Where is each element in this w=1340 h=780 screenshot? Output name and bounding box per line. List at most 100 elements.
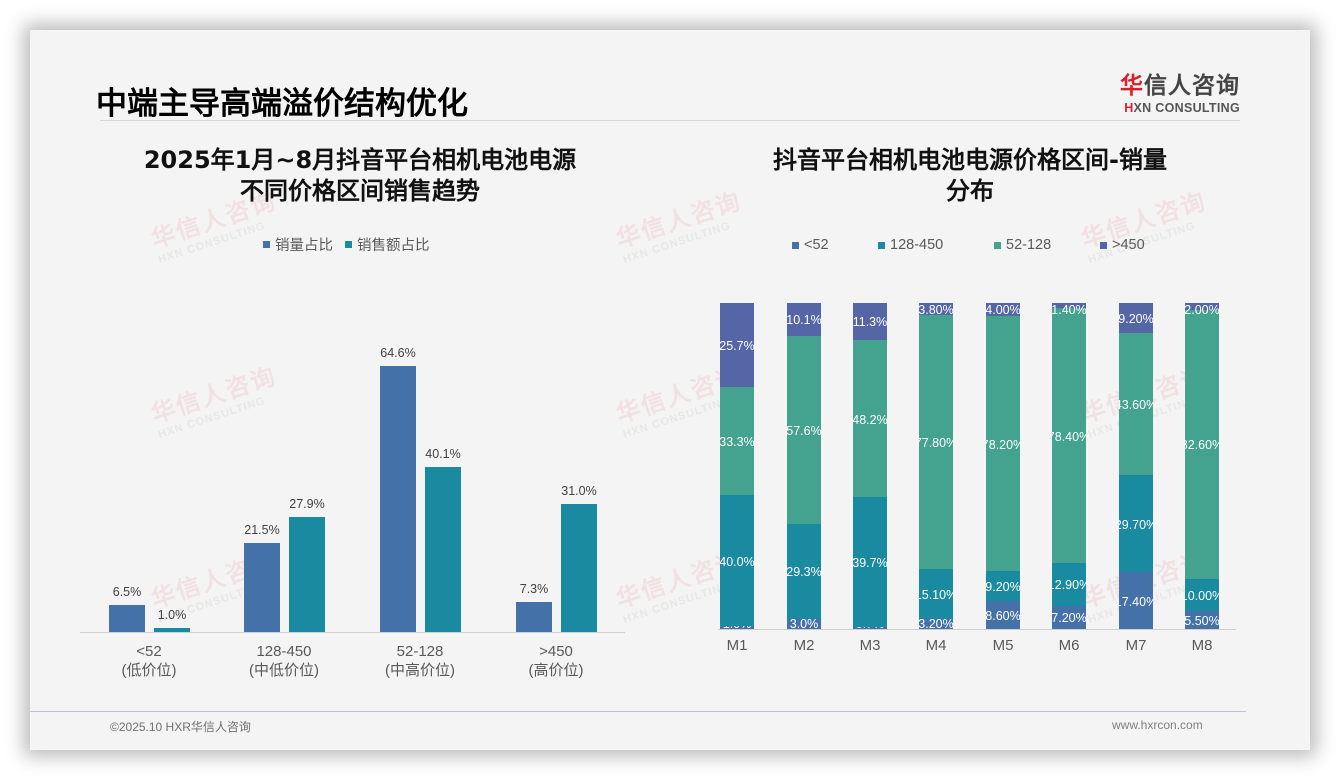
bar-volume-share	[380, 365, 416, 632]
segment-value-label: 82.60%	[1185, 438, 1219, 453]
bar-value-label: 6.5%	[112, 585, 142, 600]
legend-label-sales: 销售额占比	[357, 238, 430, 254]
category-range: 128-450	[256, 643, 312, 660]
bar-volume-share	[109, 605, 145, 632]
segment-value-label: 9.20%	[1119, 312, 1153, 327]
footer-website: www.hxrcon.com	[1112, 718, 1203, 732]
bar-value-label: 7.3%	[519, 581, 549, 596]
bar-sales-share	[289, 517, 325, 632]
category-tier: (中高价位)	[385, 662, 455, 679]
footer-copyright: ©2025.10 HXR华信人咨询	[110, 720, 251, 734]
month-label: M5	[992, 637, 1014, 654]
segment-gt450	[919, 303, 953, 316]
segment-value-label: 12.90%	[1052, 578, 1086, 593]
legend-item-sales: 销售额占比	[345, 234, 430, 255]
bar-value-label: 1.0%	[157, 607, 187, 622]
bar-sales-share	[425, 466, 461, 632]
right-chart-legend: <52 128-450 52-128 >450	[792, 237, 1145, 253]
legend-item-52-128: 52-128	[994, 237, 1100, 253]
segment-value-label: 3.20%	[919, 617, 953, 629]
segment-value-label: 78.20%	[986, 437, 1020, 452]
segment-value-label: 48.2%	[853, 412, 887, 427]
stacked-bar: 8.60% 9.20% 78.20% 4.00%	[986, 303, 1020, 629]
category-tier: (低价位)	[121, 662, 177, 679]
segment-value-label: 29.3%	[787, 565, 821, 580]
segment-52-128	[853, 339, 887, 498]
segment-52-128	[919, 315, 953, 570]
segment-52-128	[1119, 333, 1153, 476]
left-chart-title-line2: 不同价格区间销售趋势	[240, 177, 480, 205]
segment-value-label: 2.00%	[1185, 303, 1219, 317]
bar-volume-share	[244, 543, 280, 632]
segment-lt52	[787, 619, 821, 629]
stacked-bar: 3.20% 15.10% 77.80% 3.80%	[919, 303, 953, 629]
legend-label-volume: 销量占比	[275, 238, 333, 254]
segment-value-label: 9.20%	[986, 579, 1020, 594]
right-chart-title: 抖音平台相机电池电源价格区间-销量 分布	[720, 145, 1220, 207]
logo-accent-char: 华	[1120, 73, 1144, 99]
segment-lt52	[1185, 611, 1219, 629]
category-range: 52-128	[396, 643, 444, 660]
category-label: 52-128 (中高价位)	[360, 642, 480, 680]
category-range: <52	[136, 643, 162, 660]
segment-lt52	[919, 618, 953, 629]
segment-lt52	[1119, 572, 1153, 629]
legend-item-128-450: 128-450	[878, 237, 994, 253]
bar-value-label: 31.0%	[561, 484, 597, 499]
watermark-cn: 华信人咨询	[147, 361, 281, 429]
segment-value-label: 40.0%	[720, 554, 754, 569]
logo-english: HXN CONSULTING	[1110, 101, 1240, 115]
left-chart-axis	[80, 632, 625, 633]
month-label: M2	[793, 637, 815, 654]
segment-value-label: 39.7%	[853, 555, 887, 570]
segment-lt52	[986, 600, 1020, 629]
title-divider	[100, 120, 1240, 121]
segment-128-450	[986, 570, 1020, 601]
segment-52-128	[720, 386, 754, 496]
left-chart-title: 2025年1月~8月抖音平台相机电池电源 不同价格区间销售趋势	[110, 145, 610, 207]
segment-value-label: 7.20%	[1052, 611, 1086, 626]
footer-divider	[30, 711, 1246, 712]
logo-chinese-rest: 信人咨询	[1144, 73, 1240, 99]
stacked-bar: 1.0%40.0%33.3%25.7%	[720, 303, 754, 629]
segment-value-label: 3.0%	[789, 617, 819, 629]
segment-value-label: 43.60%	[1119, 398, 1153, 413]
segment-128-450	[919, 569, 953, 619]
segment-gt450	[986, 303, 1020, 317]
watermark-en: HXN CONSULTING	[621, 219, 733, 266]
segment-lt52	[720, 625, 754, 629]
bar-sales-share	[561, 504, 597, 632]
segment-52-128	[787, 335, 821, 524]
segment-gt450	[1052, 303, 1086, 308]
month-label: M8	[1191, 637, 1213, 654]
segment-value-label: 5.50%	[1185, 614, 1219, 629]
segment-value-label: 57.6%	[787, 423, 821, 438]
bar-value-label: 64.6%	[380, 345, 416, 360]
logo-chinese: 华信人咨询	[1110, 66, 1240, 100]
segment-128-450	[1185, 578, 1219, 612]
stacked-bar: 3.0% 29.3% 57.6% 10.1%	[787, 303, 821, 629]
segment-value-label: 1.40%	[1052, 303, 1086, 317]
segment-value-label: 3.80%	[919, 303, 953, 317]
legend-label-lt52: <52	[804, 237, 829, 253]
segment-lt52	[853, 626, 887, 629]
category-label: 128-450 (中低价位)	[224, 642, 344, 680]
legend-swatch-lt52	[792, 241, 799, 249]
month-label: M1	[726, 637, 748, 654]
segment-lt52	[1052, 605, 1086, 629]
legend-item-lt52: <52	[792, 237, 878, 253]
category-tier: (中低价位)	[249, 662, 319, 679]
right-chart-title-line2: 分布	[946, 177, 994, 205]
segment-value-label: 25.7%	[720, 338, 754, 353]
left-chart-legend: 销量占比 销售额占比	[263, 234, 430, 255]
category-label: >450 (高价位)	[496, 642, 616, 680]
stacked-bar: 5.50% 10.00% 82.60% 2.00%	[1185, 303, 1219, 629]
segment-128-450	[787, 523, 821, 620]
segment-52-128	[1052, 307, 1086, 564]
legend-label-gt450: >450	[1112, 237, 1145, 253]
segment-128-450	[1119, 475, 1153, 573]
segment-gt450	[1185, 303, 1219, 310]
legend-swatch-52-128	[994, 241, 1001, 249]
month-label: M3	[859, 637, 881, 654]
slide: 中端主导高端溢价结构优化 华信人咨询 HXN CONSULTING 华信人咨询 H…	[30, 30, 1310, 750]
